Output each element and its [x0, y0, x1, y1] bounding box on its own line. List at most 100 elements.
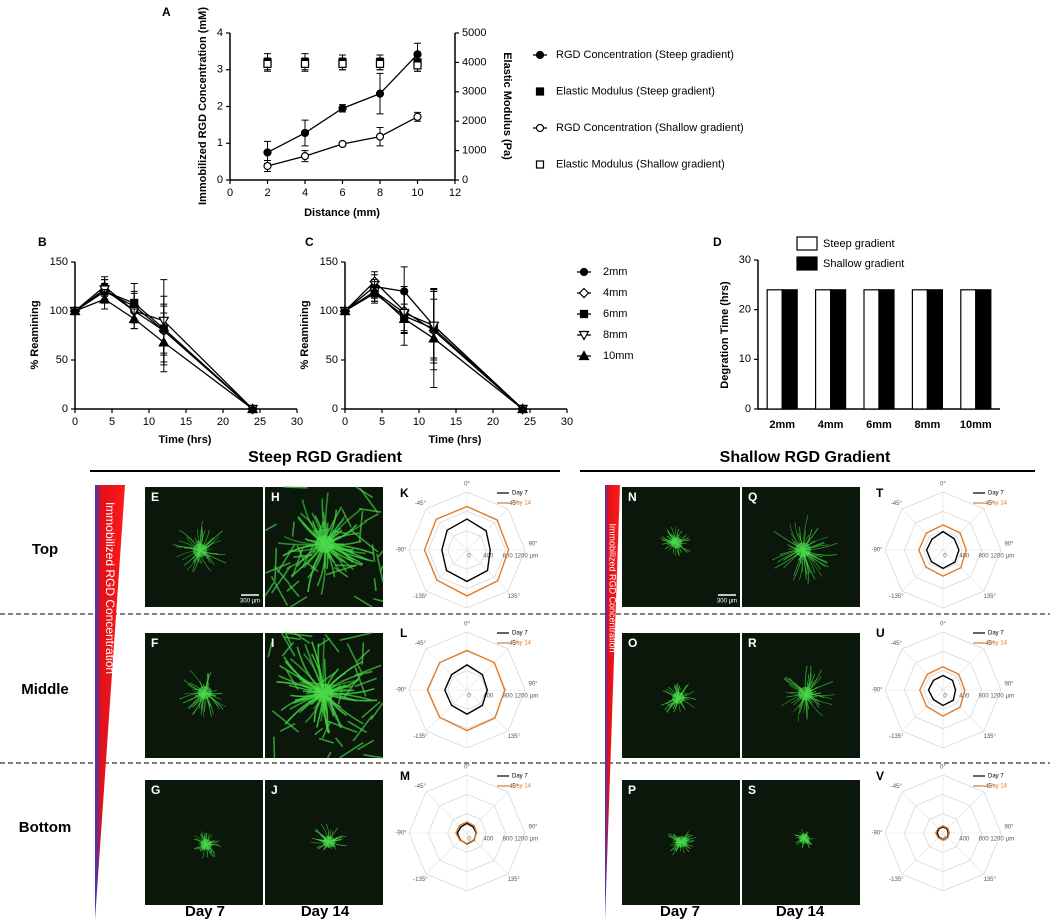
fiber — [321, 721, 332, 739]
row-label: Middle — [21, 681, 69, 698]
angle-label: 45° — [509, 641, 519, 647]
angle-label: -90° — [395, 688, 407, 694]
r-tick-label: 800 — [979, 554, 990, 560]
data-point — [338, 139, 347, 149]
data-point — [398, 313, 410, 323]
micrograph — [265, 632, 384, 759]
micrograph — [622, 780, 740, 905]
legend-label: 6mm — [603, 308, 627, 320]
r-tick-label: 400 — [959, 837, 970, 843]
panel-letter: T — [876, 486, 884, 500]
bar — [829, 289, 847, 410]
angle-label: 135° — [507, 877, 520, 883]
spoke — [901, 791, 944, 834]
legend-marker — [578, 350, 590, 361]
legend-label: Day 14 — [512, 641, 532, 647]
data-point — [300, 59, 310, 68]
fiber — [354, 677, 378, 688]
legend-label: Day 14 — [512, 501, 532, 507]
scale-bar-label: 300 µm — [717, 599, 737, 605]
legend-label: RGD Concentration (Shallow gradient) — [556, 122, 744, 134]
angle-label: 135° — [983, 594, 996, 600]
angle-label: 135° — [507, 594, 520, 600]
bar — [814, 289, 832, 410]
x-tick-label: 6 — [339, 187, 345, 199]
x-tick-label: 2 — [264, 187, 270, 199]
fiber — [314, 727, 324, 736]
spoke — [425, 791, 468, 834]
panel-letter: E — [151, 490, 159, 504]
angle-label: -135° — [889, 877, 904, 883]
data-point — [375, 132, 385, 141]
y2-tick-label: 2000 — [462, 115, 486, 127]
panel-letter: V — [876, 769, 884, 783]
spoke — [466, 508, 509, 551]
legend-marker — [535, 123, 545, 133]
r-tick-label: 400 — [483, 837, 494, 843]
y2-tick-label: 3000 — [462, 86, 486, 98]
fiber — [276, 544, 296, 574]
fiber — [354, 666, 367, 697]
r-unit: µm — [1006, 837, 1014, 843]
panel-letter: R — [748, 636, 757, 650]
x-tick-label: 8 — [377, 187, 383, 199]
spoke — [901, 832, 944, 875]
micrograph — [145, 487, 263, 607]
angle-label: 45° — [509, 501, 519, 507]
fiber — [274, 547, 278, 581]
micrograph — [622, 487, 740, 607]
legend-label: Steep gradient — [823, 238, 895, 250]
panel-letter: F — [151, 636, 158, 650]
gradient-wedge — [605, 485, 620, 920]
angle-label: 90° — [528, 825, 538, 831]
fiber — [358, 510, 364, 543]
y-tick-label: 0 — [332, 403, 338, 415]
x-tick-label: 2mm — [769, 419, 795, 431]
fiber — [353, 595, 373, 608]
cell-core — [670, 537, 683, 549]
cell-core — [197, 685, 212, 699]
legend-swatch — [796, 236, 818, 251]
cell-core — [200, 839, 212, 850]
radar-line — [423, 505, 510, 597]
fiber — [350, 530, 379, 553]
panel-letter: K — [400, 486, 409, 500]
x-tick-label: 12 — [449, 187, 461, 199]
x-tick-label: 30 — [291, 416, 303, 428]
panel-letter: P — [628, 783, 636, 797]
fiber — [361, 701, 381, 719]
fiber — [324, 506, 343, 538]
data-point — [69, 305, 81, 316]
y-tick-label: 0 — [217, 174, 223, 186]
fiber — [271, 565, 292, 594]
x-tick-label: 0 — [227, 187, 233, 199]
y2-tick-label: 1000 — [462, 145, 486, 157]
fiber — [346, 643, 363, 673]
panel-letter: A — [162, 5, 171, 19]
y-tick-label: 0 — [745, 403, 751, 415]
fiber — [286, 580, 300, 592]
fiber — [264, 523, 278, 532]
bar — [878, 289, 895, 410]
x-tick-label: 5 — [379, 416, 385, 428]
fiber — [355, 486, 373, 499]
data-point — [300, 152, 310, 161]
r-tick-label: 800 — [503, 694, 514, 700]
y-tick-label: 1 — [217, 137, 223, 149]
spoke — [901, 549, 944, 592]
spoke — [942, 689, 985, 732]
r-tick-label: 0 — [467, 694, 471, 700]
data-point — [339, 305, 351, 316]
data-point — [369, 285, 381, 296]
angle-label: -135° — [413, 734, 428, 740]
y-tick-label: 50 — [56, 354, 68, 366]
angle-label: 90° — [528, 682, 538, 688]
scale-bar-label: 300 µm — [240, 599, 260, 605]
panel-letter: B — [38, 235, 47, 249]
x-tick-label: 8mm — [915, 419, 941, 431]
fiber — [306, 562, 319, 573]
row-label: Top — [32, 541, 58, 558]
fiber — [341, 508, 352, 528]
